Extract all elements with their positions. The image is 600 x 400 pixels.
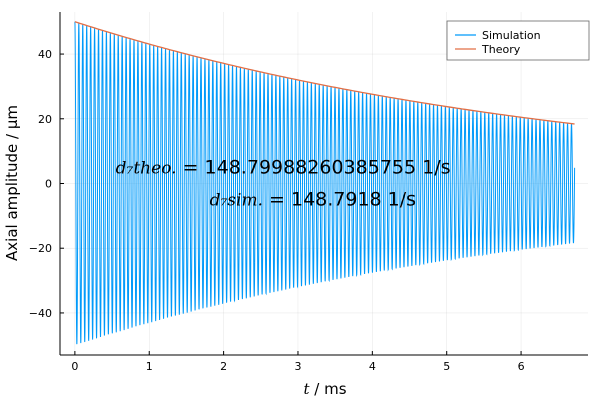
x-axis-variable: t (303, 380, 310, 398)
x-axis-unit: / ms (310, 380, 347, 398)
x-tick-label: 3 (294, 360, 301, 373)
y-tick-label: 40 (38, 48, 52, 61)
x-tick-label: 6 (518, 360, 525, 373)
y-axis-label: Axial amplitude / µm (3, 105, 21, 261)
svg-text:d₇sim. = 148.7918 1/s: d₇sim. = 148.7918 1/s (210, 189, 416, 211)
x-tick-label: 1 (146, 360, 153, 373)
simulation-series-line (74, 21, 576, 345)
theory-decay-symbol: d₇theo. (116, 158, 177, 178)
x-axis-label: t / ms (303, 380, 346, 398)
x-tick-label: 0 (71, 360, 78, 373)
theory-decay-annotation: d₇theo. = 148.79988260385755 1/s (116, 156, 451, 178)
x-tick-label: 2 (220, 360, 227, 373)
x-tick-label: 4 (369, 360, 376, 373)
simulation-decay-symbol: d₇sim. (210, 191, 263, 211)
legend-box (446, 20, 590, 61)
series-layer (74, 21, 576, 345)
simulation-decay-value: = 148.7918 1/s (263, 189, 416, 211)
y-tick-label: −20 (29, 242, 52, 255)
svg-text:d₇theo. = 148.79988260385755 1: d₇theo. = 148.79988260385755 1/s (116, 156, 451, 178)
ticks: 0 1 2 3 4 5 6 −40 −20 0 20 40 (29, 48, 525, 373)
theory-series-line (74, 21, 575, 125)
y-tick-label: 20 (38, 113, 52, 126)
legend-simulation-label: Simulation (482, 29, 541, 42)
legend-theory-label: Theory (481, 43, 521, 56)
simulation-decay-annotation: d₇sim. = 148.7918 1/s (210, 189, 416, 211)
x-tick-label: 5 (443, 360, 450, 373)
theory-decay-value: = 148.79988260385755 1/s (177, 156, 451, 178)
y-tick-label: −40 (29, 307, 52, 320)
y-tick-label: 0 (45, 178, 52, 191)
legend: Simulation Theory (446, 20, 590, 61)
